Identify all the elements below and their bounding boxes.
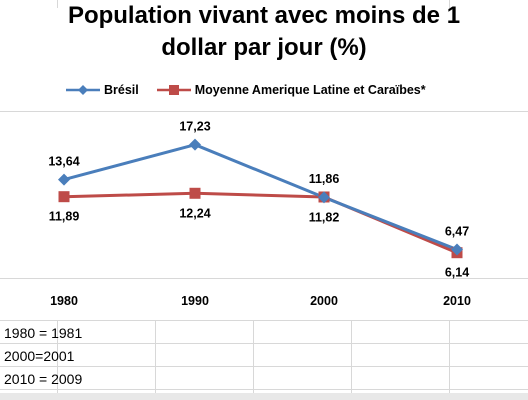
legend-label-moyenne: Moyenne Amerique Latine et Caraïbes* [194, 83, 426, 97]
data-point-s1-1 [189, 187, 201, 199]
data-label-s0-0: 13,64 [48, 155, 79, 169]
data-label-s0-1: 17,23 [179, 120, 210, 134]
data-point-s0-3 [451, 243, 463, 256]
chart-title-line-1: Population vivant avec moins de 1 [67, 2, 461, 29]
data-label-s0-2: 11,82 [309, 210, 340, 224]
x-tick-label-1990: 1990 [181, 294, 209, 308]
legend-label-bresil: Brésil [104, 83, 139, 97]
data-point-s0-0 [58, 173, 70, 186]
chart-title-line-2: dollar par jour (%) [161, 34, 367, 61]
footnotes: 1980 = 1981 2000=2001 2010 = 2009 [4, 322, 82, 391]
x-tick-label-1980: 1980 [50, 294, 78, 308]
legend-item-moyenne: Moyenne Amerique Latine et Caraïbes* [156, 83, 426, 97]
sheet-edge [0, 393, 528, 400]
data-point-s1-0 [58, 191, 70, 203]
data-point-s0-2 [318, 191, 330, 204]
line-chart: 13,64 17,23 11,82 6,47 11,89 12,24 11,86 6,14 1… [48, 120, 471, 308]
legend-square-marker-icon [156, 85, 191, 95]
legend-diamond-marker-icon [66, 85, 100, 95]
footnote-3: 2010 = 2009 [4, 371, 83, 387]
x-tick-label-2010: 2010 [443, 294, 471, 308]
data-label-s1-0: 11,89 [49, 210, 80, 224]
chart-legend: Brésil Moyenne Amerique Latine et Caraïb… [66, 80, 444, 100]
footnote-2: 2000=2001 [4, 348, 75, 364]
data-point-s0-1 [189, 138, 201, 151]
data-label-s1-3: 6,14 [445, 266, 469, 280]
series-line-0 [63, 143, 458, 251]
data-label-s0-3: 6,47 [445, 224, 469, 238]
x-tick-label-2000: 2000 [310, 294, 338, 308]
series-line-1 [63, 191, 458, 255]
footnote-1: 1980 = 1981 [4, 325, 83, 341]
legend-item-bresil: Brésil [66, 83, 139, 97]
data-label-s1-1: 12,24 [179, 206, 210, 220]
data-label-s1-2: 11,86 [309, 172, 340, 186]
